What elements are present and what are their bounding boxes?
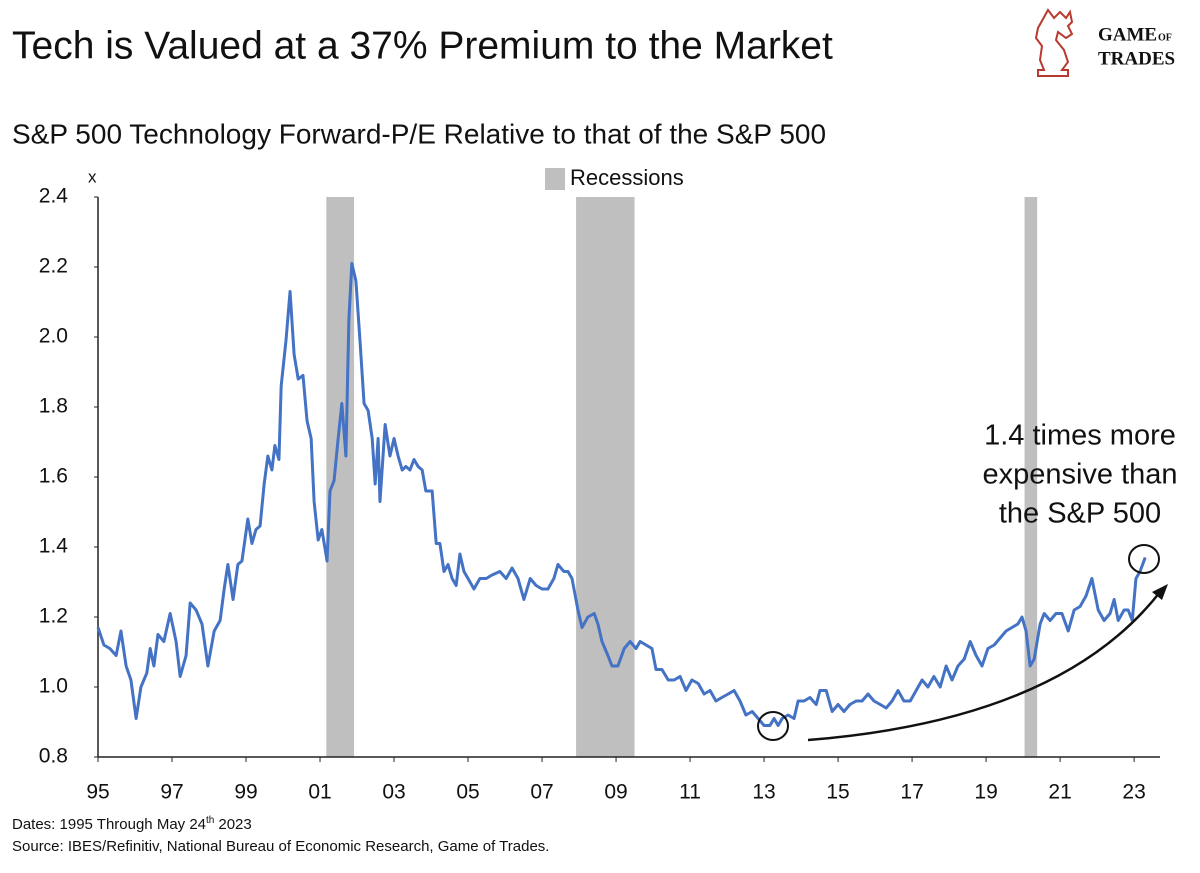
x-tick-label: 95 [86, 781, 109, 804]
y-tick-label: 2.2 [39, 255, 68, 278]
data-line [96, 262, 1147, 727]
y-tick-label: 1.2 [39, 605, 68, 628]
arrow-head [1152, 584, 1168, 600]
trend-arrow [807, 591, 1161, 742]
recession-band [1024, 197, 1038, 757]
footnote-part: 2023 [218, 816, 251, 833]
x-tick-label: 17 [900, 781, 923, 804]
x-tick-label: 01 [308, 781, 331, 804]
legend-swatch [545, 168, 565, 190]
logo-text: TRADES [1098, 48, 1175, 69]
x-tick-label: 03 [382, 781, 405, 804]
source: Source: IBES/Refinitiv, National Bureau … [12, 838, 549, 855]
chart-title: Tech is Valued at a 37% Premium to the M… [12, 24, 833, 67]
annotation: the S&P 500 [999, 498, 1161, 530]
x-tick-label: 21 [1048, 781, 1071, 804]
y-tick-label: 0.8 [39, 745, 68, 768]
y-tick-label: 2.4 [39, 185, 69, 208]
x-tick-label: 13 [752, 781, 775, 804]
chart-subtitle: S&P 500 Technology Forward-P/E Relative … [12, 118, 826, 149]
x-tick-label: 05 [456, 781, 479, 804]
x-tick-label: 97 [160, 781, 183, 804]
x-tick-label: 23 [1122, 781, 1145, 804]
logo-text: OF [1158, 32, 1172, 43]
x-tick-label: 19 [974, 781, 997, 804]
y-tick-label: 1.6 [39, 465, 68, 488]
logo-icon [1034, 8, 1074, 77]
footnote-part: th [206, 815, 214, 826]
highlight-circle [757, 711, 789, 741]
annotation: 1.4 times more [984, 420, 1176, 452]
footnote-part: Dates: 1995 Through May 24 [12, 816, 206, 833]
y-unit: x [88, 167, 97, 186]
x-tick-label: 07 [530, 781, 553, 804]
annotation: expensive than [982, 459, 1177, 491]
y-tick-label: 1.8 [39, 395, 68, 418]
legend-label: Recessions [570, 165, 684, 190]
logo-text: GAME [1098, 24, 1157, 45]
x-tick-label: 15 [826, 781, 849, 804]
x-tick-label: 09 [604, 781, 627, 804]
recession-band [576, 197, 635, 757]
footnote: Dates: 1995 Through May 24th 2023 [12, 815, 252, 833]
y-tick-label: 2.0 [39, 325, 68, 348]
plot-area: Recessions 0.8 1.0 1.2 1.4 1.6 1.8 2.0 2.2 2.4 95 9… [39, 165, 1160, 804]
y-tick-label: 1.4 [39, 535, 69, 558]
y-tick-label: 1.0 [39, 675, 68, 698]
x-tick-label: 11 [679, 781, 701, 804]
logo: GAME OF TRADES [1034, 8, 1175, 77]
x-tick-label: 99 [234, 781, 257, 804]
highlight-circle [1128, 544, 1160, 574]
